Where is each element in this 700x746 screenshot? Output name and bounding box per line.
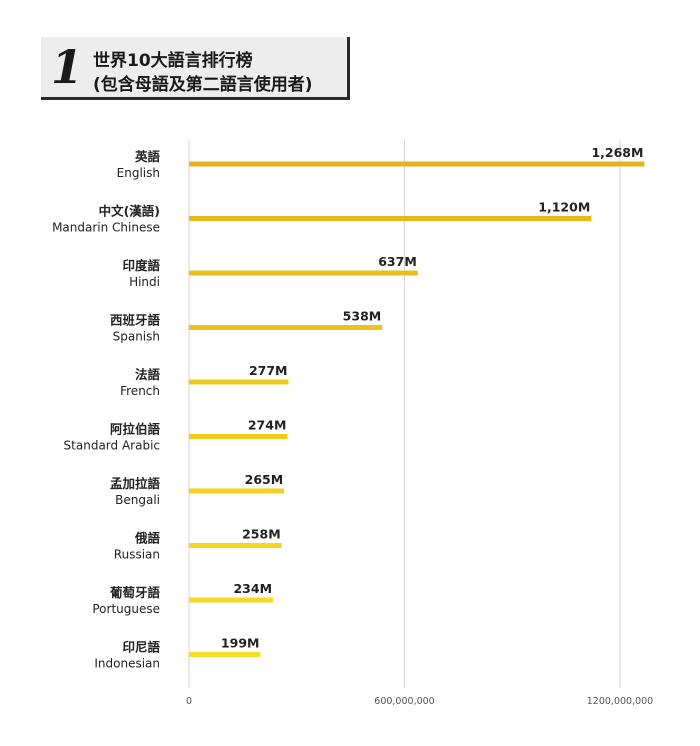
bar [189,161,645,167]
value-label: 538M [343,309,382,324]
bar [189,434,288,439]
category-label-en: French [120,384,160,398]
value-label: 258M [242,527,281,542]
title-number: 1 [50,40,83,94]
bar [189,325,383,330]
category-label-zh: 孟加拉語 [110,476,161,491]
category-label-en: Spanish [113,330,160,344]
x-tick-label: 600,000,000 [374,696,434,707]
bar [189,216,592,221]
category-label-en: Portuguese [92,602,160,616]
x-tick-label: 1200,000,000 [587,696,653,707]
category-label-zh: 葡萄牙語 [109,585,161,600]
value-label: 199M [221,636,260,651]
category-label-zh: 印尼語 [122,640,160,655]
x-tick-label: 0 [186,696,192,707]
value-label: 234M [233,581,272,596]
category-label-en: Standard Arabic [64,439,160,453]
value-label: 265M [245,472,284,487]
category-label-zh: 阿拉伯語 [110,422,161,437]
category-label-zh: 印度語 [122,258,160,273]
category-label-en: Russian [114,548,160,562]
category-label-zh: 中文(漢語) [99,204,160,219]
value-label: 274M [248,418,287,433]
value-label: 1,268M [591,145,643,160]
category-label-en: Mandarin Chinese [52,221,160,235]
bar [189,270,418,276]
category-label-zh: 英語 [135,149,161,164]
bar [189,652,261,657]
bar [189,543,282,548]
value-label: 637M [378,254,417,269]
title-line1: 世界10大語言排行榜 [93,51,253,71]
category-label-zh: 俄語 [134,531,161,546]
category-label-en: English [117,166,160,180]
category-label-en: Bengali [115,493,160,507]
category-label-zh: 西班牙語 [110,313,161,328]
title-box: 1 世界10大語言排行榜 (包含母語及第二語言使用者) [41,37,350,100]
value-label: 1,120M [538,200,590,215]
category-label-zh: 法語 [135,367,161,382]
bar [189,488,285,494]
category-label-en: Indonesian [94,657,160,671]
title-line2: (包含母語及第二語言使用者) [93,75,313,95]
value-label: 277M [249,363,288,378]
bar [189,597,274,603]
category-label-en: Hindi [129,275,160,289]
bar [189,379,289,385]
